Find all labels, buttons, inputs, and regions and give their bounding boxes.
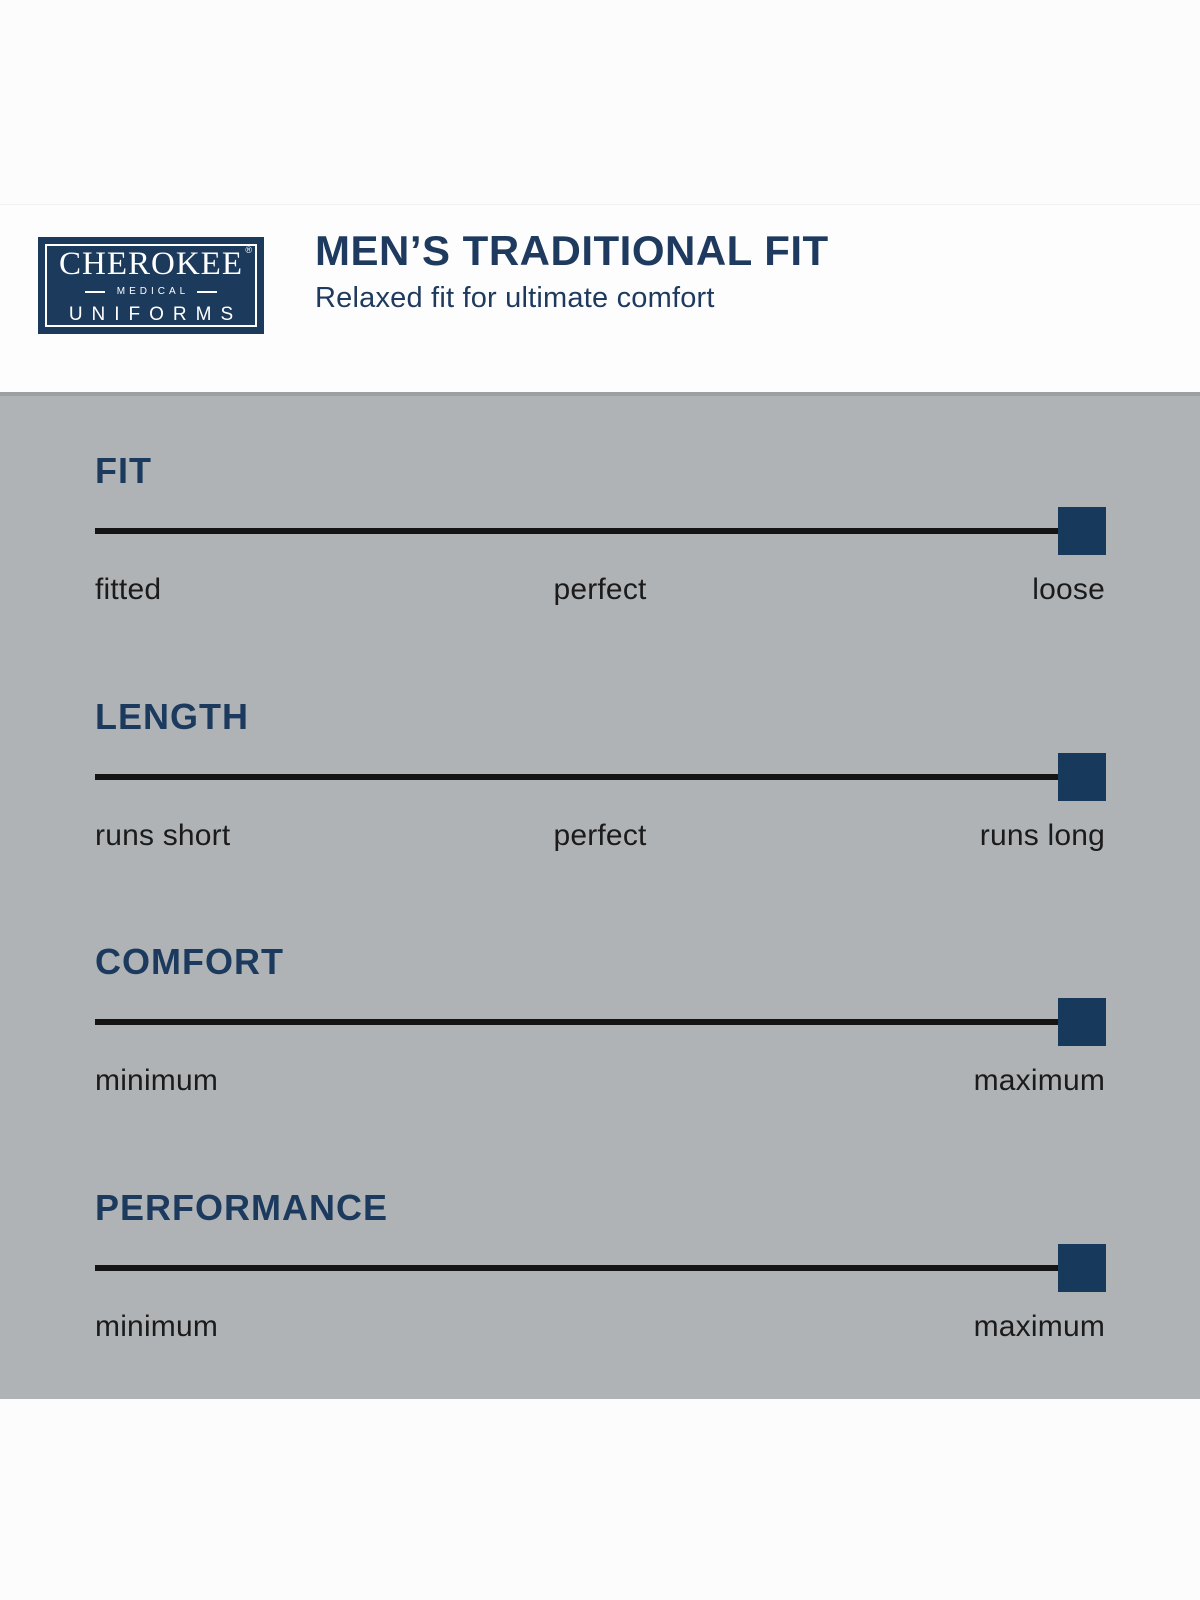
scale-label-center: perfect bbox=[553, 573, 647, 606]
comfort-slider-marker bbox=[1057, 998, 1106, 1046]
header-titles: MEN’S TRADITIONAL FIT Relaxed fit for ul… bbox=[315, 227, 829, 315]
fit-slider-row bbox=[95, 507, 1106, 555]
scale-label-right: maximum bbox=[973, 1064, 1106, 1097]
fit-guide-panel: FIT fitted perfect loose LENGTH runs sho… bbox=[0, 392, 1200, 1399]
scale-label-left: runs short bbox=[95, 818, 231, 852]
logo-medical-text: MEDICAL bbox=[116, 285, 190, 297]
dash-right-icon bbox=[197, 290, 218, 293]
comfort-slider-row bbox=[95, 998, 1106, 1046]
scale-label-center: perfect bbox=[553, 818, 647, 852]
logo-uniforms-text: UNIFORMS bbox=[68, 303, 243, 325]
logo-medical-row: MEDICAL bbox=[84, 285, 218, 297]
performance-scale-section: PERFORMANCE minimum maximum bbox=[95, 1186, 1106, 1346]
length-scale-labels: runs short perfect runs long bbox=[95, 817, 1105, 855]
fit-slider-marker bbox=[1057, 507, 1106, 555]
scale-label-left: minimum bbox=[95, 1064, 219, 1097]
performance-slider-track bbox=[95, 1264, 1103, 1271]
scale-label-left: fitted bbox=[95, 573, 162, 606]
scale-label-right: runs long bbox=[979, 818, 1106, 852]
page-subtitle: Relaxed fit for ultimate comfort bbox=[315, 282, 715, 315]
length-scale-section: LENGTH runs short perfect runs long bbox=[95, 695, 1106, 855]
length-slider-track bbox=[95, 773, 1103, 780]
performance-slider-marker bbox=[1057, 1243, 1106, 1292]
fit-scale-section: FIT fitted perfect loose bbox=[95, 450, 1106, 609]
comfort-scale-section: COMFORT minimum maximum bbox=[95, 941, 1106, 1100]
logo-brand-text: CHEROKEE ® bbox=[59, 245, 252, 282]
length-scale-heading: LENGTH bbox=[95, 695, 249, 737]
scale-label-center bbox=[432, 1062, 769, 1100]
fit-scale-heading: FIT bbox=[95, 450, 152, 491]
logo-brand-name: CHEROKEE bbox=[59, 245, 243, 282]
comfort-scale-heading: COMFORT bbox=[95, 941, 284, 982]
cherokee-logo: CHEROKEE ® MEDICAL UNIFORMS bbox=[38, 237, 264, 334]
dash-left-icon bbox=[84, 290, 105, 293]
page-title: MEN’S TRADITIONAL FIT bbox=[315, 227, 829, 274]
scale-label-right: maximum bbox=[973, 1309, 1106, 1343]
scale-label-right: loose bbox=[1032, 573, 1106, 606]
performance-scale-labels: minimum maximum bbox=[95, 1308, 1105, 1346]
performance-slider-row bbox=[95, 1243, 1106, 1292]
registered-trademark-icon: ® bbox=[245, 244, 253, 255]
comfort-slider-track bbox=[95, 1019, 1103, 1025]
comfort-scale-labels: minimum maximum bbox=[95, 1062, 1105, 1100]
fit-slider-track bbox=[95, 528, 1103, 534]
scale-label-left: minimum bbox=[95, 1309, 219, 1343]
fit-scale-labels: fitted perfect loose bbox=[95, 571, 1105, 609]
length-slider-row bbox=[95, 752, 1106, 801]
scale-label-center bbox=[432, 1308, 769, 1346]
length-slider-marker bbox=[1057, 752, 1106, 801]
header-band: CHEROKEE ® MEDICAL UNIFORMS MEN’S TRADITI… bbox=[0, 204, 1200, 393]
performance-scale-heading: PERFORMANCE bbox=[95, 1186, 389, 1228]
